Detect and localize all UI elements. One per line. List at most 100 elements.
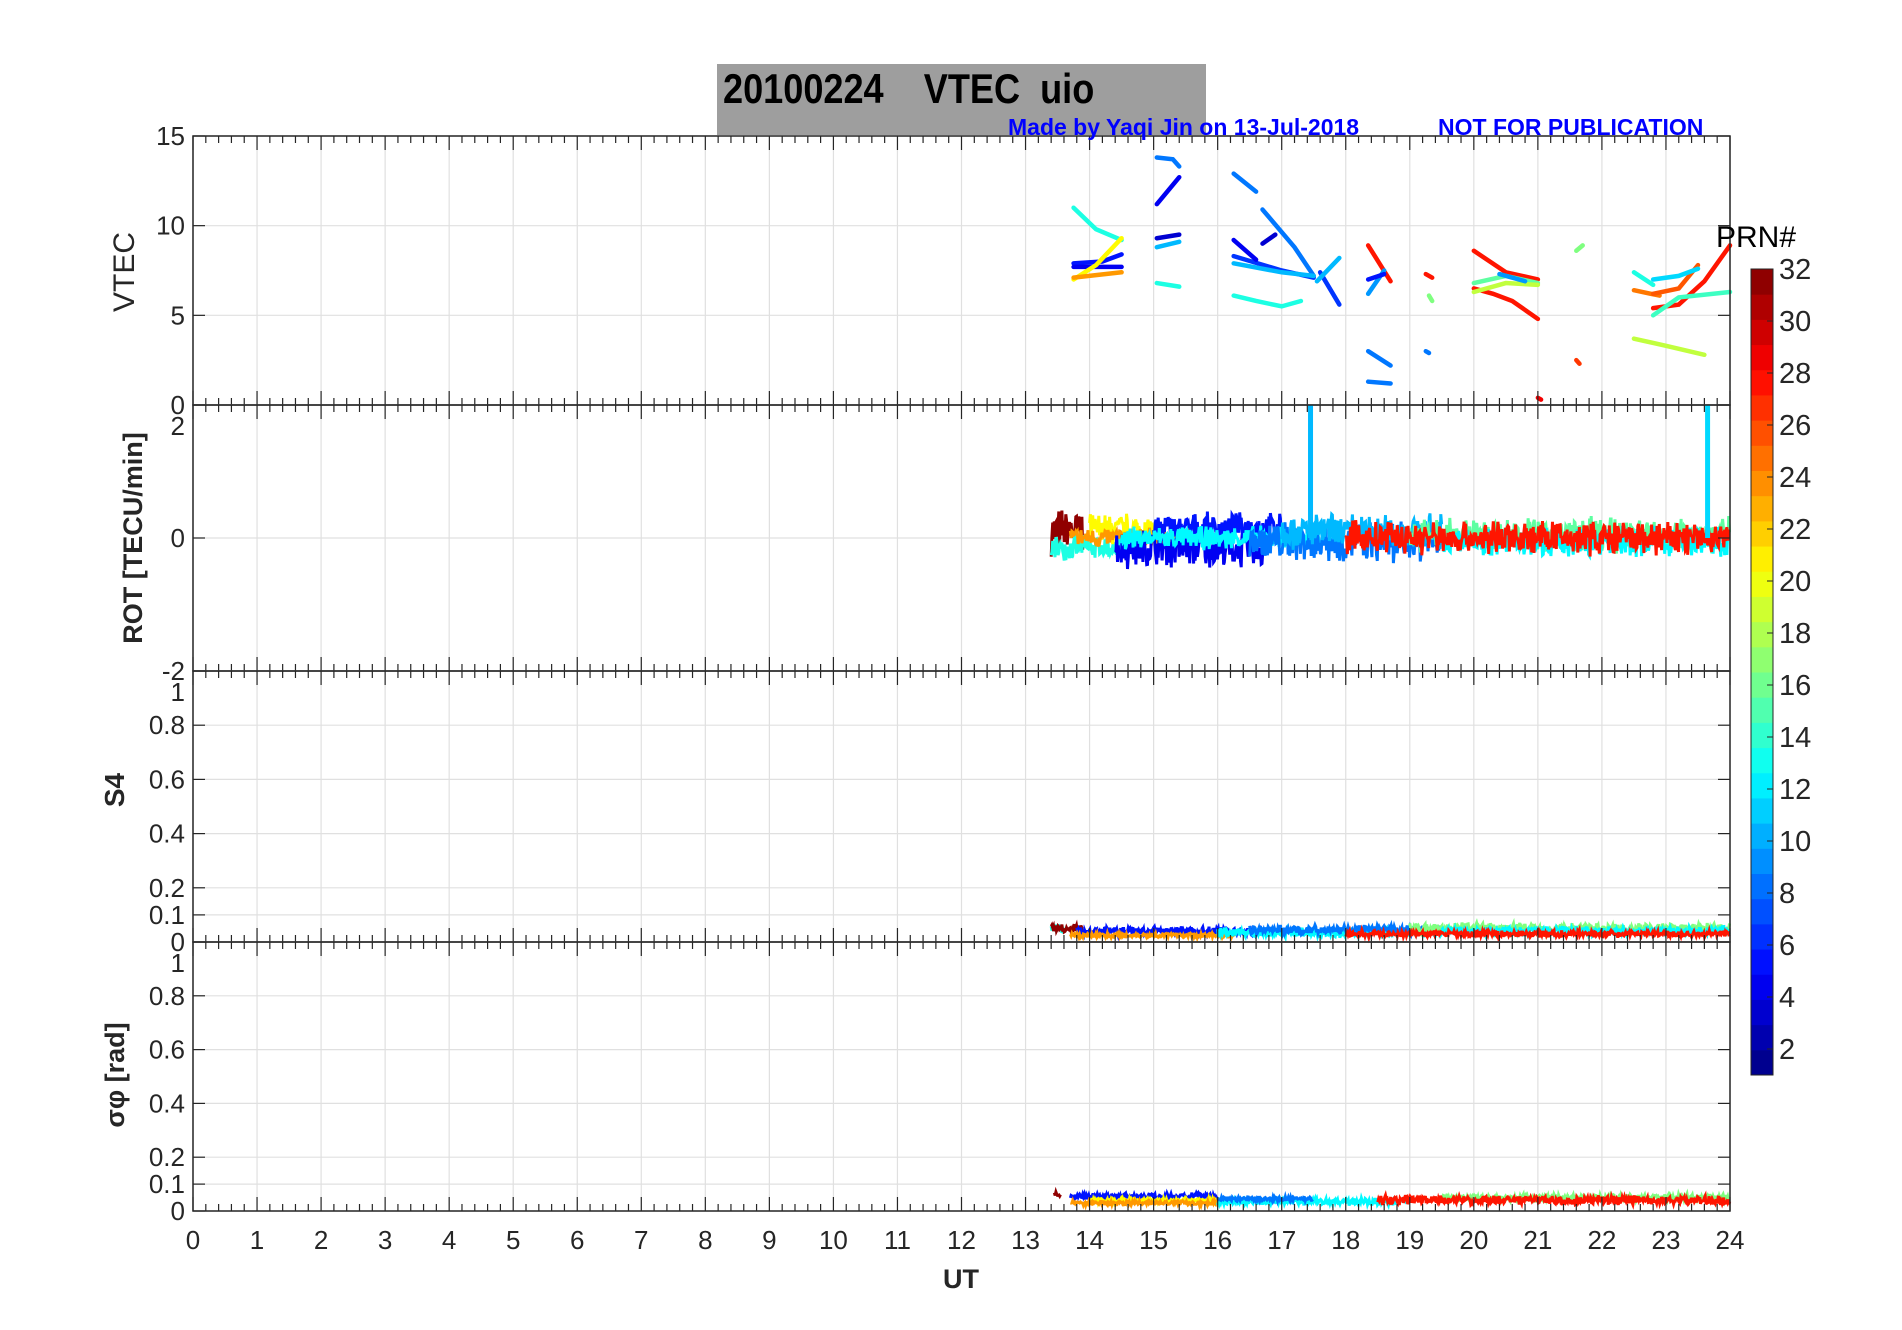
y-tick-label: 2 [171, 411, 185, 441]
vtec-track-prn-26 [1574, 357, 1582, 367]
x-tick-label: 23 [1651, 1225, 1680, 1255]
vtec-track-prn-11 [1650, 266, 1701, 282]
colorbar-tick-label: 10 [1779, 826, 1811, 858]
colorbar-segment [1751, 344, 1773, 371]
vtec-track-prn-13 [1154, 280, 1182, 289]
colorbar-segment [1751, 672, 1773, 698]
vtec-track-prn-8 [1423, 348, 1432, 356]
colorbar-tick-label: 28 [1779, 358, 1811, 390]
colorbar-frame [1750, 268, 1774, 1076]
colorbar-segment [1751, 747, 1773, 774]
vtec-track-prn-8 [1231, 171, 1259, 194]
vtec-track-prn-18 [1631, 336, 1707, 358]
colorbar-tick-label: 4 [1779, 982, 1795, 1014]
panel-rot: -2 0 2 [162, 404, 1731, 686]
colorbar-segment [1751, 621, 1773, 648]
colorbar-tick-label: 18 [1779, 618, 1811, 650]
colorbar-segment [1751, 369, 1773, 396]
colorbar-tick-label: 8 [1779, 878, 1795, 910]
colorbar-tick-label: 2 [1779, 1034, 1795, 1066]
colorbar-segment [1751, 294, 1773, 320]
y-tick-label: 5 [171, 300, 185, 330]
y-tick-label: 0 [171, 927, 185, 957]
vtec-track-prn-23 [1071, 270, 1124, 280]
chart-title: 20100224 VTEC uio [723, 67, 1094, 113]
colorbar-segment [1751, 772, 1773, 799]
colorbar-segment [1751, 394, 1773, 421]
x-tick-label: 19 [1395, 1225, 1424, 1255]
colorbar-tick-label: 12 [1779, 774, 1811, 806]
colorbar-segment [1751, 923, 1773, 950]
colorbar-segment [1751, 823, 1773, 849]
colorbar-segment [1751, 646, 1773, 673]
y-tick-label: 15 [156, 121, 185, 151]
y-tick-label: 0.4 [149, 1088, 185, 1118]
x-tick-label: 3 [378, 1225, 392, 1255]
y-tick-label: 1 [171, 677, 185, 707]
ylabel-vtec: VTEC [108, 232, 141, 312]
y-tick-label: -2 [162, 656, 185, 686]
colorbar-segment [1751, 1024, 1773, 1051]
y-tick-label: 1 [171, 948, 185, 978]
vtec-track-prn-13 [1071, 205, 1124, 243]
x-tick-label: 13 [1011, 1225, 1040, 1255]
x-tick-label: 4 [442, 1225, 456, 1255]
credit-text: Made by Yaqi Jin on 13-Jul-2018 [1008, 114, 1359, 140]
colorbar-segment [1751, 520, 1773, 547]
vtec-track-prn-8 [1365, 379, 1393, 386]
colorbar-segment [1751, 495, 1773, 522]
x-tick-label: 12 [947, 1225, 976, 1255]
colorbar-segment [1751, 848, 1773, 874]
colorbar-segment [1751, 319, 1773, 346]
colorbar-segment [1751, 420, 1773, 446]
colorbar-segment [1751, 571, 1773, 597]
colorbar-tick-label: 30 [1779, 306, 1811, 338]
y-tick-label: 0.6 [149, 1035, 185, 1065]
panel-sigma: 00.10.2 0.4 0.6 0.81 [149, 941, 1732, 1226]
x-tick-label: 22 [1587, 1225, 1616, 1255]
vtec-track-prn-5 [1365, 271, 1387, 282]
x-tick-label: 9 [762, 1225, 776, 1255]
y-tick-label: 0.6 [149, 764, 185, 794]
colorbar-tick-label: 24 [1779, 462, 1811, 494]
vtec-track-prn-4 [1154, 174, 1182, 207]
x-tick-label: 20 [1459, 1225, 1488, 1255]
y-tick-label: 0.1 [149, 900, 185, 930]
x-tick-label: 2 [314, 1225, 328, 1255]
ylabel-s4: S4 [99, 772, 130, 807]
rot-series-prn-27 [1344, 519, 1731, 557]
y-tick-label: 0.2 [149, 873, 185, 903]
x-tick-label: 21 [1523, 1225, 1552, 1255]
vtec-track-prn-3 [1154, 232, 1182, 241]
vtec-track-prn-13 [1631, 270, 1656, 288]
colorbar-tick-label: 22 [1779, 514, 1811, 546]
vtec-track-prn-18 [1471, 280, 1541, 295]
colorbar-tick-label: 14 [1779, 722, 1811, 754]
x-tick-label: 16 [1203, 1225, 1232, 1255]
colorbar-segment [1751, 470, 1773, 497]
x-tick-label: 10 [819, 1225, 848, 1255]
colorbar-segment [1751, 999, 1773, 1026]
x-tick-label: 1 [250, 1225, 264, 1255]
x-tick-label: 17 [1267, 1225, 1296, 1255]
y-tick-label: 0.2 [149, 1142, 185, 1172]
vtec-track-prn-27 [1471, 286, 1541, 322]
colorbar-tick-label: 20 [1779, 566, 1811, 598]
x-tick-label: 24 [1716, 1225, 1745, 1255]
colorbar-segment [1751, 1049, 1773, 1076]
vtec-track-prn-13 [1231, 293, 1304, 309]
vtec-track-prn-10 [1154, 239, 1182, 250]
colorbar-segment [1751, 974, 1773, 1000]
rot-series-prn-8 [1248, 521, 1442, 564]
vtec-track-prn-8 [1260, 207, 1316, 279]
ylabel-rot: ROT [TECU/min] [118, 432, 148, 643]
vtec-track-prn-27 [1365, 243, 1393, 284]
colorbar-segment [1751, 445, 1773, 471]
x-tick-label: 0 [186, 1225, 200, 1255]
panel-vtec: 0 5 10 15 [156, 121, 1733, 420]
y-tick-label: 0.8 [149, 710, 185, 740]
vtec-track-prn-27 [1471, 248, 1541, 282]
vtec-track-prn-10 [1314, 255, 1342, 284]
colorbar-segment [1751, 697, 1773, 723]
sigma-series-prn-31 [1052, 1186, 1062, 1200]
